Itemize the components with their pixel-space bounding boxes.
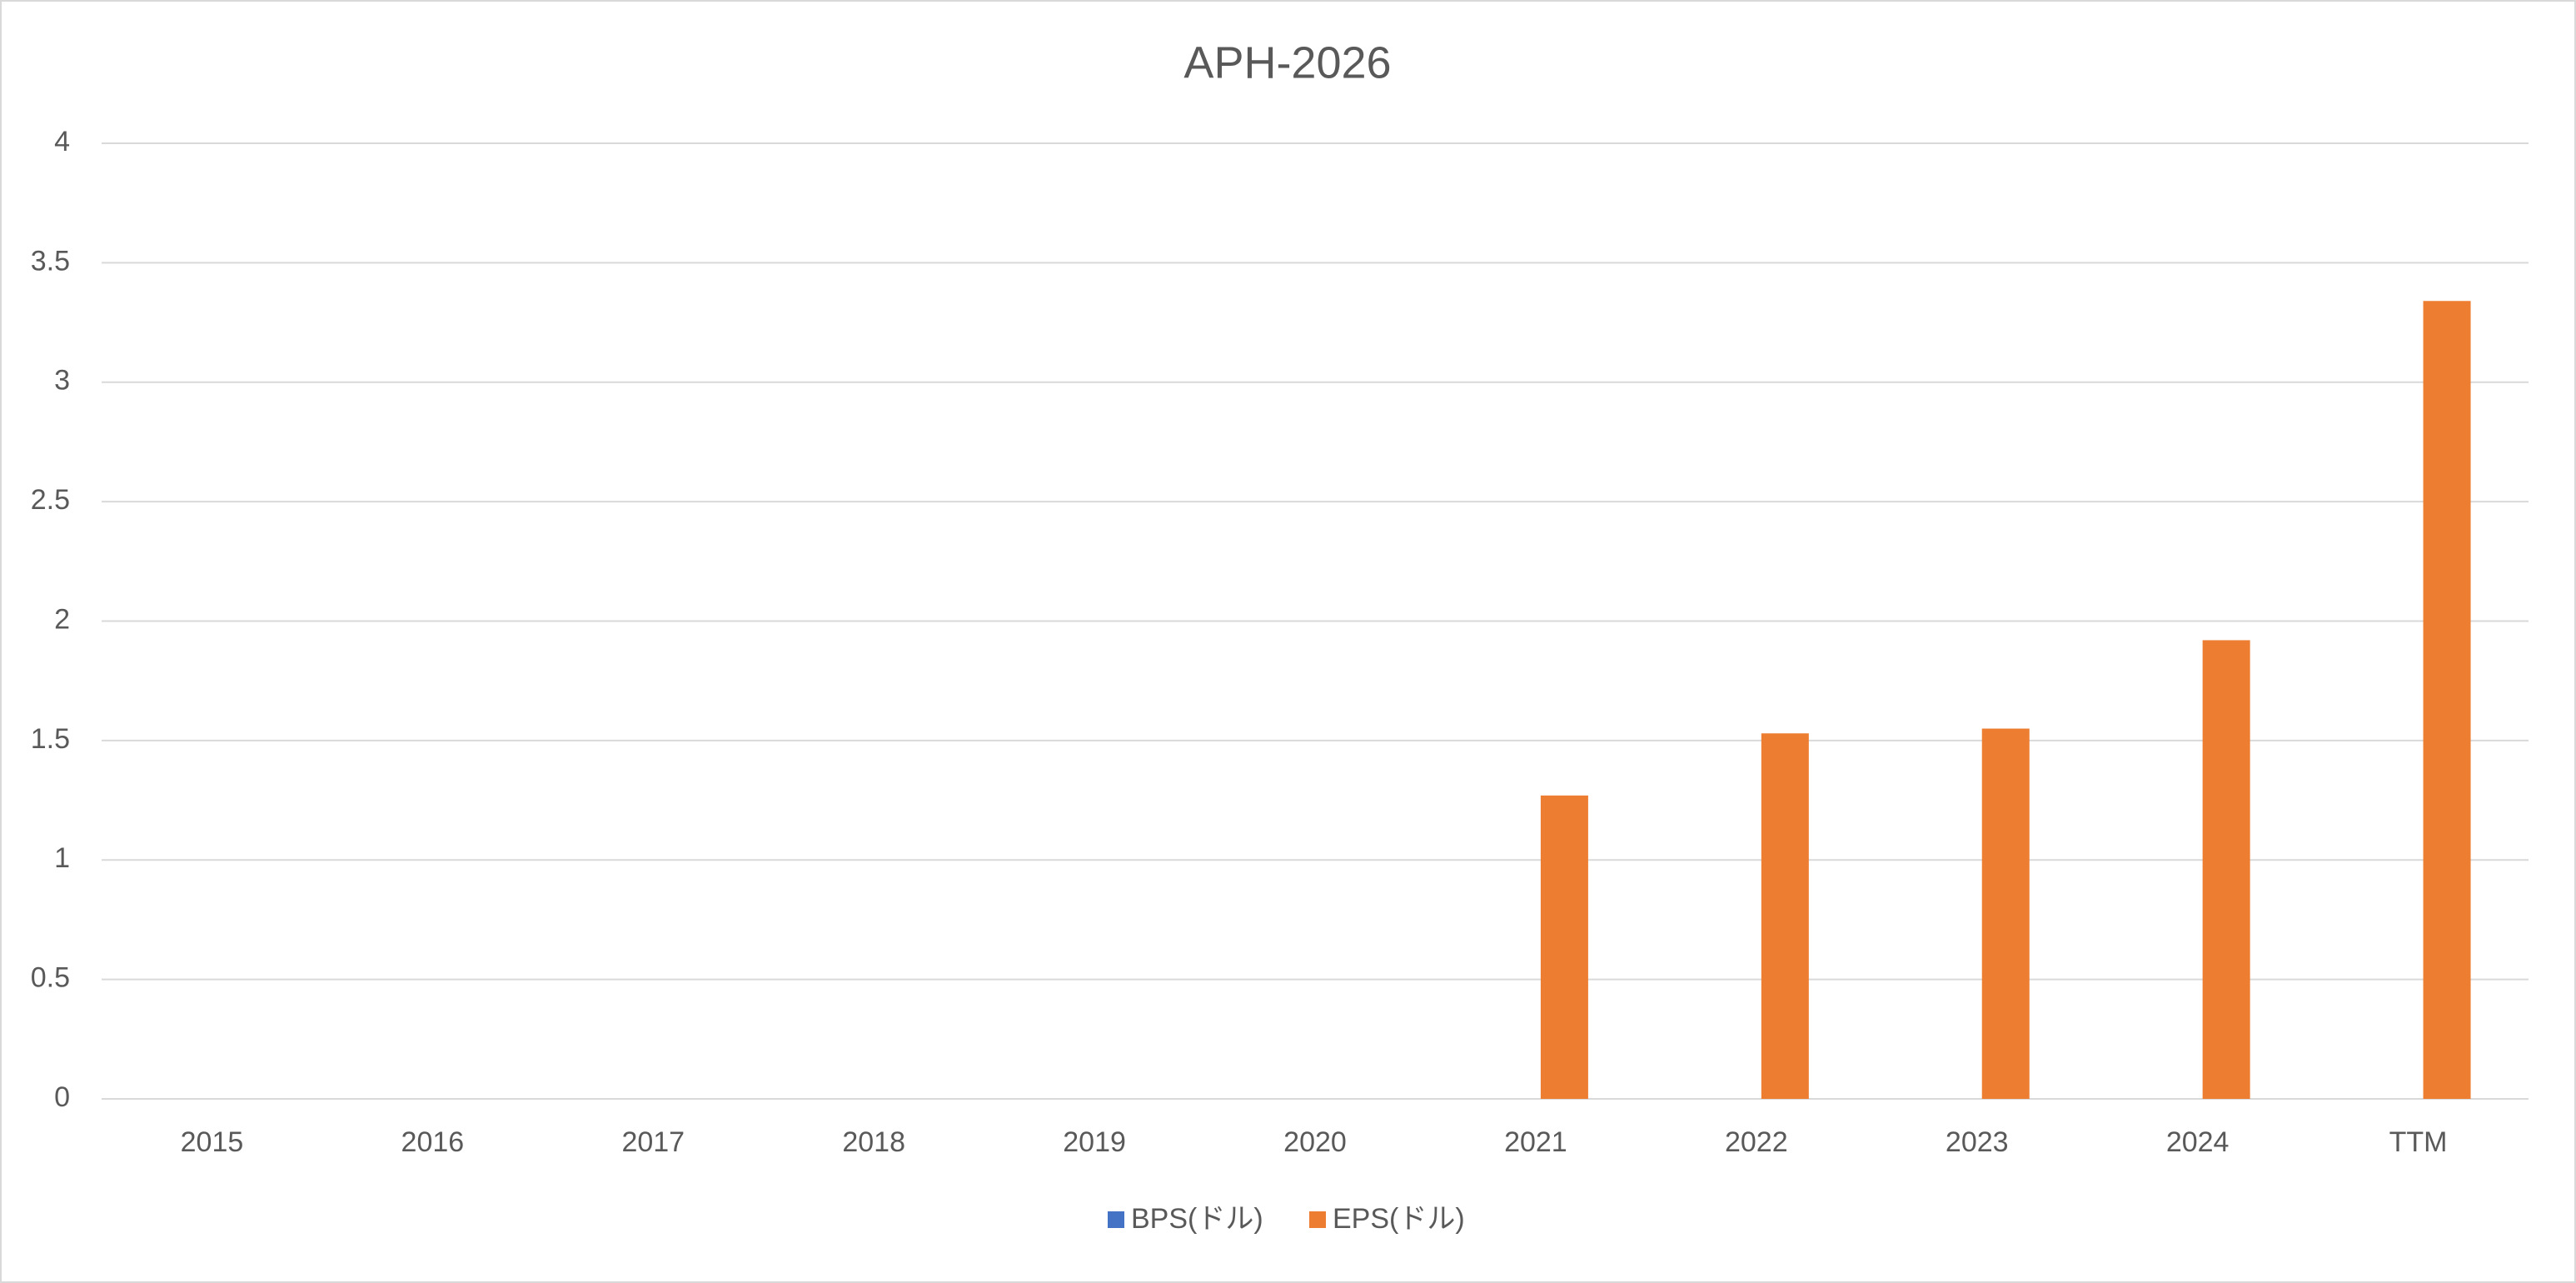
x-tick-label: 2016 [401, 1126, 465, 1158]
x-tick-label: 2017 [621, 1126, 685, 1158]
x-tick-label: 2023 [1946, 1126, 2009, 1158]
legend-label: BPS(ドル) [1131, 1203, 1263, 1235]
x-tick-label: 2022 [1725, 1126, 1788, 1158]
legend-swatch [1309, 1211, 1326, 1228]
y-tick-label: 1.5 [31, 723, 70, 755]
x-tick-label: 2020 [1283, 1126, 1347, 1158]
chart-title: APH-2026 [1183, 37, 1391, 87]
y-tick-label: 3.5 [31, 245, 70, 277]
bar [1981, 728, 2030, 1099]
y-tick-label: 0.5 [31, 962, 70, 994]
legend-swatch [1108, 1211, 1124, 1228]
x-tick-label: 2015 [181, 1126, 244, 1158]
bar [1761, 733, 1809, 1099]
x-tick-label: TTM [2389, 1126, 2448, 1158]
y-tick-label: 3 [54, 365, 70, 397]
bar [1540, 795, 1588, 1099]
legend-label: EPS(ドル) [1333, 1203, 1465, 1235]
y-tick-label: 1 [54, 842, 70, 874]
x-tick-label: 2018 [842, 1126, 905, 1158]
y-tick-label: 2 [54, 603, 70, 635]
x-tick-label: 2019 [1063, 1126, 1126, 1158]
y-tick-label: 0 [54, 1081, 70, 1113]
bar [2202, 640, 2250, 1099]
x-tick-label: 2024 [2166, 1126, 2230, 1158]
bar [2423, 301, 2471, 1099]
y-tick-label: 4 [54, 126, 70, 157]
x-tick-label: 2021 [1504, 1126, 1567, 1158]
y-tick-label: 2.5 [31, 484, 70, 516]
